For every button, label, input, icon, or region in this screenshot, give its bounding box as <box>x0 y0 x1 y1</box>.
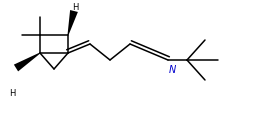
Polygon shape <box>14 53 40 72</box>
Polygon shape <box>67 11 77 36</box>
Text: N: N <box>168 64 176 74</box>
Text: H: H <box>72 3 78 12</box>
Text: H: H <box>9 88 15 97</box>
